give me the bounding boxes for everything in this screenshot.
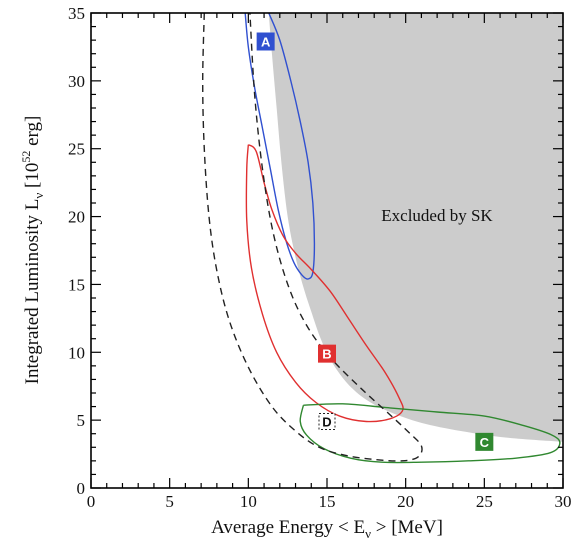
- x-tick-label: 5: [165, 492, 174, 511]
- contour-label-text: B: [322, 347, 331, 362]
- contour-label-a: A: [256, 32, 275, 51]
- contour-c: [299, 403, 561, 464]
- x-tick-label: 0: [87, 492, 96, 511]
- x-tick-label: 10: [240, 492, 257, 511]
- contour-label-text: C: [480, 435, 490, 450]
- excluded-annotation: Excluded by SK: [381, 206, 493, 225]
- contour-label-b: B: [318, 344, 336, 363]
- y-axis-label: Integrated Luminosity Lν [1052 erg]: [19, 116, 46, 385]
- x-tick-label: 30: [555, 492, 572, 511]
- y-axis-label-main: Integrated Luminosity L: [22, 199, 43, 385]
- contour-d: [202, 13, 423, 462]
- y-tick-label: 5: [77, 411, 86, 430]
- x-axis-label: Average Energy < Eν > [MeV]: [211, 517, 443, 541]
- contour-b: [245, 144, 404, 423]
- contour-label-c: C: [475, 432, 494, 451]
- contour-label-d: D: [318, 413, 336, 430]
- excluded-region: [268, 13, 563, 442]
- y-axis-label-unit-pre: [10: [22, 163, 43, 193]
- x-tick-label: 25: [476, 492, 493, 511]
- y-tick-label: 30: [68, 72, 85, 91]
- contour-a: [244, 13, 316, 280]
- y-axis-label-unit-post: erg]: [22, 116, 43, 151]
- x-tick-label: 20: [397, 492, 414, 511]
- y-tick-label: 15: [68, 275, 85, 294]
- x-axis-label-main: Average Energy < E: [211, 517, 365, 538]
- y-tick-label: 20: [68, 208, 85, 227]
- contour-label-text: D: [322, 415, 331, 430]
- y-axis-label-sub: ν: [31, 193, 46, 199]
- y-axis-label-unit-sup: 52: [19, 151, 33, 163]
- y-tick-label: 35: [68, 4, 85, 23]
- y-tick-label: 25: [68, 140, 85, 159]
- contour-label-text: A: [261, 35, 271, 50]
- x-axis-label-sub: ν: [365, 526, 371, 541]
- y-tick-label: 10: [68, 343, 85, 362]
- x-axis-label-tail: > [MeV]: [371, 517, 443, 538]
- y-tick-label: 0: [77, 479, 86, 498]
- x-tick-label: 15: [319, 492, 336, 511]
